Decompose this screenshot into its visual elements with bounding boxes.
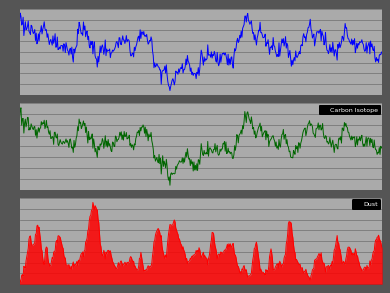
Legend: Carbon Isotope: Carbon Isotope bbox=[319, 105, 381, 115]
Legend: Dust: Dust bbox=[352, 200, 381, 210]
